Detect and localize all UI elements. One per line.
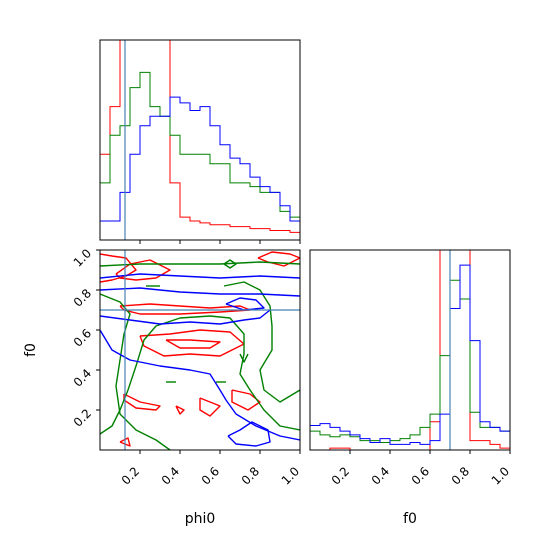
contour-green bbox=[239, 353, 249, 363]
contour-frame bbox=[99, 249, 301, 451]
contour-y-tick-label: 0.8 bbox=[71, 286, 94, 309]
hist-phi0-step-red bbox=[100, 40, 300, 233]
contour-blue bbox=[100, 287, 300, 297]
contour-x-tick-label: 1.0 bbox=[279, 464, 302, 487]
contour-red bbox=[231, 389, 261, 411]
contour-green bbox=[223, 281, 300, 403]
contour-blue bbox=[227, 421, 271, 447]
hist-f0-x-tick-label: 0.2 bbox=[329, 464, 352, 487]
hist-f0-x-tick-label: 0.6 bbox=[409, 464, 432, 487]
x-axis-label-phi0: phi0 bbox=[185, 511, 216, 527]
contour-y-tick-label: 0.4 bbox=[71, 366, 94, 389]
contour-red bbox=[139, 329, 245, 357]
contour-green bbox=[223, 259, 237, 269]
contour-red bbox=[115, 259, 171, 281]
hist-f0-x-tick-label: 0.8 bbox=[449, 464, 472, 487]
hist-phi0-step-green bbox=[100, 71, 300, 218]
contour-blue bbox=[100, 273, 300, 279]
contour-green bbox=[100, 315, 300, 435]
contour-red bbox=[199, 397, 221, 417]
contour-red bbox=[165, 339, 221, 349]
hist-f0-x-tick-label: 1.0 bbox=[489, 464, 512, 487]
contour-x-tick-label: 0.2 bbox=[119, 464, 142, 487]
contour-x-tick-label: 0.4 bbox=[159, 464, 182, 487]
hist-f0-step-green bbox=[310, 279, 510, 443]
contour-y-tick-label: 0.6 bbox=[71, 326, 94, 349]
y-axis-label-f0: f0 bbox=[23, 343, 39, 357]
contour-blue bbox=[100, 309, 271, 325]
histogram-phi0-panel bbox=[99, 39, 301, 244]
x-axis-label-f0: f0 bbox=[403, 511, 417, 527]
hist-f0-step-blue bbox=[310, 264, 510, 445]
hist-f0-step-red bbox=[310, 250, 510, 450]
contour-red bbox=[123, 393, 161, 411]
contour-panel-phi0-f0: 0.2 0.2 0.4 0.4 0.6 0.6 0.8 0.8 1.0 1.0 bbox=[71, 246, 302, 487]
hist-f0-x-tick-label: 0.4 bbox=[369, 464, 392, 487]
contour-y-tick-label: 1.0 bbox=[71, 246, 94, 269]
hist-phi0-frame bbox=[99, 39, 301, 241]
contour-y-tick-label: 0.2 bbox=[71, 406, 94, 429]
contour-blue bbox=[225, 297, 265, 311]
contour-red bbox=[100, 253, 137, 283]
histogram-f0-panel: 0.2 0.4 0.6 0.8 1.0 bbox=[309, 249, 512, 488]
hist-phi0-step-blue bbox=[100, 96, 300, 222]
contour-red bbox=[175, 405, 185, 415]
contour-x-tick-label: 0.8 bbox=[239, 464, 262, 487]
contour-blue bbox=[100, 329, 300, 441]
contour-green bbox=[100, 261, 300, 267]
hist-f0-frame bbox=[309, 249, 511, 451]
contour-x-tick-label: 0.6 bbox=[199, 464, 222, 487]
